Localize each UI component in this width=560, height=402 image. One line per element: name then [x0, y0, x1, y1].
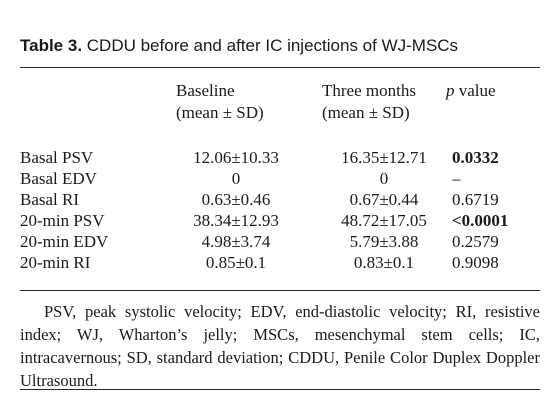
- p-value: <0.0001: [452, 211, 509, 230]
- p-value: 0.6719: [452, 190, 499, 209]
- p-symbol: p: [446, 81, 455, 100]
- column-header-p-value: p value: [446, 80, 496, 102]
- table-number: Table 3.: [20, 36, 83, 55]
- p-value: –: [452, 169, 461, 188]
- row-label: 20-min PSV: [20, 211, 105, 230]
- table-caption: Table 3. CDDU before and after IC inject…: [20, 36, 458, 56]
- bottom-rule: [20, 290, 540, 291]
- row-label: 20-min RI: [20, 253, 91, 272]
- baseline-value: 0.63±0.46: [201, 190, 271, 209]
- column-header-baseline-line2: (mean ± SD): [176, 103, 264, 122]
- table-row: Basal PSV 12.06±10.33 16.35±12.71 0.0332: [20, 147, 540, 168]
- p-value: 0.9098: [452, 253, 499, 272]
- row-label: 20-min EDV: [20, 232, 109, 251]
- row-label: Basal RI: [20, 190, 80, 209]
- column-header-baseline-line1: Baseline: [176, 81, 235, 100]
- three-months-value: 0.67±0.44: [349, 190, 419, 209]
- row-label: Basal PSV: [20, 148, 94, 167]
- p-value: 0.2579: [452, 232, 499, 251]
- baseline-value: 0.85±0.1: [205, 253, 267, 272]
- baseline-value: 0: [231, 169, 241, 188]
- baseline-value: 38.34±12.93: [193, 211, 279, 230]
- baseline-value: 12.06±10.33: [193, 148, 279, 167]
- top-rule: [20, 67, 540, 68]
- table-row: Basal RI 0.63±0.46 0.67±0.44 0.6719: [20, 189, 540, 210]
- column-header-three-months-line1: Three months: [322, 81, 416, 100]
- p-value: 0.0332: [452, 148, 499, 167]
- three-months-value: 16.35±12.71: [341, 148, 427, 167]
- table-row: 20-min RI 0.85±0.1 0.83±0.1 0.9098: [20, 252, 540, 273]
- table-title: CDDU before and after IC injections of W…: [82, 36, 459, 55]
- baseline-value: 4.98±3.74: [201, 232, 271, 251]
- results-table: Basal PSV 12.06±10.33 16.35±12.71 0.0332 Bas…: [20, 147, 540, 273]
- three-months-value: 5.79±3.88: [349, 232, 419, 251]
- column-header-baseline: Baseline (mean ± SD): [176, 80, 264, 124]
- p-value-word: value: [454, 81, 496, 100]
- table-footnote: PSV, peak systolic velocity; EDV, end-di…: [20, 302, 540, 390]
- table-row: 20-min PSV 38.34±12.93 48.72±17.05 <0.0001: [20, 210, 540, 231]
- three-months-value: 0: [379, 169, 389, 188]
- table-row: Basal EDV 0 0 –: [20, 168, 540, 189]
- column-header-three-months-line2: (mean ± SD): [322, 103, 410, 122]
- row-label: Basal EDV: [20, 169, 97, 188]
- three-months-value: 0.83±0.1: [353, 253, 415, 272]
- three-months-value: 48.72±17.05: [341, 211, 427, 230]
- footnote-rule: [20, 389, 540, 390]
- table-row: 20-min EDV 4.98±3.74 5.79±3.88 0.2579: [20, 231, 540, 252]
- column-header-three-months: Three months (mean ± SD): [322, 80, 416, 124]
